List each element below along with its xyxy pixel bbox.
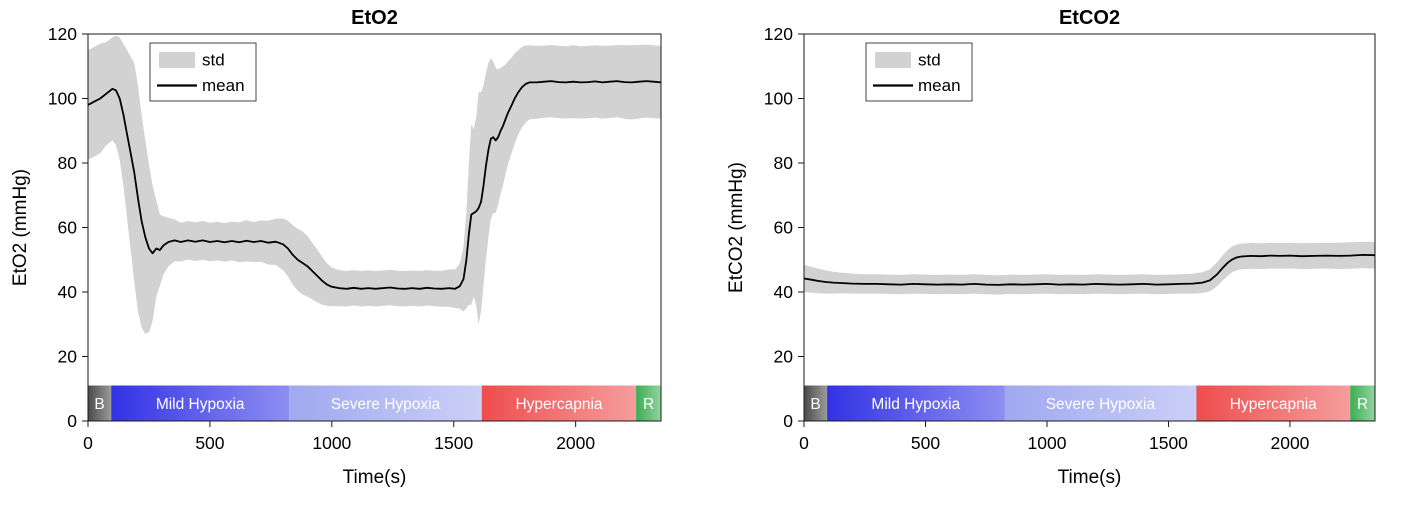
chart-title: EtCO2 bbox=[1059, 7, 1120, 29]
x-tick-label: 2000 bbox=[556, 433, 595, 453]
y-tick-label: 80 bbox=[58, 153, 78, 173]
x-tick-label: 2000 bbox=[1270, 433, 1309, 453]
y-axis-label: EtO2 (mmHg) bbox=[10, 169, 31, 286]
phase-label: Severe Hypoxia bbox=[1046, 396, 1156, 413]
phase-label: Hypercapnia bbox=[1230, 396, 1317, 413]
phase-label: Hypercapnia bbox=[515, 396, 602, 413]
y-tick-label: 40 bbox=[774, 282, 794, 302]
x-tick-label: 500 bbox=[195, 433, 224, 453]
x-axis-label: Time(s) bbox=[343, 467, 407, 488]
y-axis: 0 20 40 60 80 100 120 bbox=[48, 24, 88, 431]
y-tick-label: 60 bbox=[774, 218, 794, 238]
y-tick-label: 120 bbox=[764, 24, 793, 44]
y-tick-label: 60 bbox=[58, 218, 78, 238]
chart-eto2: B Mild Hypoxia Severe Hypoxia Hypercapnia R 0… bbox=[10, 7, 662, 488]
phase-band-severe-hypoxia bbox=[289, 385, 482, 421]
y-tick-label: 80 bbox=[774, 153, 794, 173]
x-axis: 0 500 1000 1500 2000 bbox=[83, 421, 595, 453]
y-tick-label: 120 bbox=[48, 24, 77, 44]
legend-std-label: std bbox=[202, 51, 225, 70]
x-tick-label: 1000 bbox=[312, 433, 351, 453]
phase-band-b bbox=[88, 385, 112, 421]
phase-band-r bbox=[1350, 385, 1375, 421]
phase-label: Severe Hypoxia bbox=[331, 396, 441, 413]
x-tick-label: 0 bbox=[83, 433, 93, 453]
y-axis-label: EtCO2 (mmHg) bbox=[726, 162, 747, 293]
x-tick-label: 1500 bbox=[1149, 433, 1188, 453]
x-tick-label: 1500 bbox=[434, 433, 473, 453]
phase-label: B bbox=[810, 396, 820, 413]
x-tick-label: 500 bbox=[911, 433, 940, 453]
chart-panel-eto2: B Mild Hypoxia Severe Hypoxia Hypercapnia R 0… bbox=[10, 7, 662, 488]
y-axis: 0 20 40 60 80 100 120 bbox=[764, 24, 804, 431]
chart-panel-etco2: B Mild Hypoxia Severe Hypoxia Hypercapnia R 0… bbox=[701, 0, 1402, 506]
mean-line bbox=[804, 254, 1375, 286]
phase-label: R bbox=[1357, 396, 1368, 413]
phase-band-severe-hypoxia bbox=[1004, 385, 1197, 421]
phase-label: R bbox=[643, 396, 654, 413]
x-tick-label: 0 bbox=[799, 433, 809, 453]
std-band bbox=[88, 35, 661, 334]
x-axis: 0 500 1000 1500 2000 bbox=[799, 421, 1310, 453]
std-band bbox=[804, 241, 1375, 295]
phase-band-mild-hypoxia bbox=[111, 385, 290, 421]
legend-std-swatch bbox=[875, 52, 911, 68]
legend-mean-label: mean bbox=[202, 76, 245, 95]
y-tick-label: 100 bbox=[764, 89, 793, 109]
chart-title: EtO2 bbox=[351, 7, 398, 29]
phase-bands: B Mild Hypoxia Severe Hypoxia Hypercapnia R bbox=[804, 385, 1375, 421]
chart-etco2: B Mild Hypoxia Severe Hypoxia Hypercapnia R 0… bbox=[726, 7, 1376, 488]
phase-label: Mild Hypoxia bbox=[871, 396, 960, 413]
phase-label: Mild Hypoxia bbox=[156, 396, 245, 413]
y-tick-label: 0 bbox=[67, 411, 77, 431]
phase-band-b bbox=[804, 385, 828, 421]
phase-band-hypercapnia bbox=[481, 385, 637, 421]
mean-line bbox=[88, 80, 661, 290]
x-axis-label: Time(s) bbox=[1058, 467, 1122, 488]
legend-std-label: std bbox=[918, 51, 941, 70]
legend-mean-label: mean bbox=[918, 76, 961, 95]
y-tick-label: 20 bbox=[774, 347, 794, 367]
y-tick-label: 20 bbox=[58, 347, 78, 367]
phase-band-mild-hypoxia bbox=[827, 385, 1005, 421]
phase-bands: B Mild Hypoxia Severe Hypoxia Hypercapnia R bbox=[88, 385, 661, 421]
x-tick-label: 1000 bbox=[1028, 433, 1067, 453]
phase-label: B bbox=[94, 396, 104, 413]
y-tick-label: 40 bbox=[58, 282, 78, 302]
y-tick-label: 0 bbox=[783, 411, 793, 431]
phase-band-r bbox=[636, 385, 661, 421]
phase-band-hypercapnia bbox=[1196, 385, 1351, 421]
legend-std-swatch bbox=[159, 52, 195, 68]
legend: std mean bbox=[149, 42, 257, 102]
legend: std mean bbox=[865, 42, 973, 102]
y-tick-label: 100 bbox=[48, 89, 77, 109]
